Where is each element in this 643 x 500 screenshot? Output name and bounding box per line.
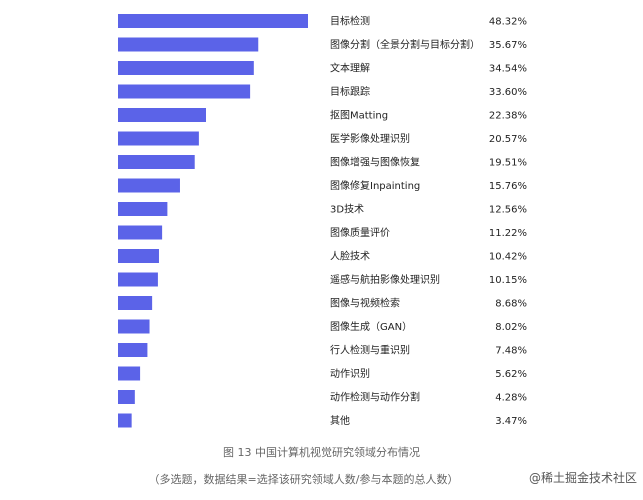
bar-10: [118, 249, 159, 263]
category-label-11: 遥感与航拍影像处理识别: [330, 273, 440, 286]
chart-subtitle: （多选题，数据结果=选择该研究领域人数/参与本题的总人数）: [148, 473, 459, 486]
chart-title: 图 13 中国计算机视觉研究领域分布情况: [223, 446, 420, 459]
bar-5: [118, 131, 199, 146]
bar-9: [118, 225, 163, 240]
category-label-1: 图像分割（全景分割与目标分割）: [330, 38, 480, 51]
category-label-10: 人脸技术: [330, 250, 370, 263]
value-label-14: 7.48%: [495, 346, 527, 357]
category-label-9: 图像质量评价: [330, 227, 390, 239]
value-label-8: 12.56%: [489, 205, 527, 216]
value-label-0: 48.32%: [489, 17, 527, 28]
value-label-12: 8.68%: [495, 299, 527, 310]
watermark-text: @稀土掘金技术社区: [528, 471, 637, 485]
bar-chart: 目标检测 48.32% 图像分割（全景分割与目标分割） 35.67% 文本理解 34.54…: [118, 14, 527, 428]
bar-4: [118, 108, 207, 122]
value-label-16: 4.28%: [495, 393, 527, 404]
value-label-5: 20.57%: [489, 134, 527, 145]
bar-8: [118, 202, 168, 216]
bar-14: [118, 343, 148, 357]
bar-0: [118, 14, 308, 28]
category-label-4: 抠图Matting: [330, 109, 388, 122]
category-label-16: 动作检测与动作分割: [330, 391, 420, 404]
value-label-4: 22.38%: [489, 111, 527, 122]
value-label-7: 15.76%: [489, 181, 527, 192]
bar-12: [118, 296, 153, 310]
value-label-13: 8.02%: [495, 322, 527, 333]
category-label-14: 行人检测与重识别: [330, 344, 410, 357]
category-label-8: 3D技术: [330, 203, 364, 216]
value-label-10: 10.42%: [489, 252, 527, 263]
bar-16: [118, 390, 135, 404]
bar-13: [118, 319, 150, 334]
category-label-12: 图像与视频检索: [330, 297, 400, 310]
value-label-3: 33.60%: [489, 87, 527, 98]
category-label-0: 目标检测: [330, 15, 370, 28]
value-label-11: 10.15%: [489, 275, 527, 286]
bar-17: [118, 413, 132, 428]
category-label-5: 医学影像处理识别: [330, 132, 410, 145]
value-label-6: 19.51%: [489, 158, 527, 169]
category-label-15: 动作识别: [330, 368, 370, 380]
category-label-17: 其他: [330, 414, 350, 427]
category-label-7: 图像修复Inpainting: [330, 179, 420, 192]
bar-11: [118, 272, 158, 287]
bar-2: [118, 61, 254, 75]
category-label-2: 文本理解: [330, 62, 370, 75]
bar-1: [118, 37, 259, 52]
category-label-13: 图像生成（GAN）: [330, 320, 412, 333]
bar-15: [118, 366, 141, 381]
value-label-9: 11.22%: [489, 228, 527, 239]
bar-7: [118, 178, 180, 193]
bar-3: [118, 84, 251, 99]
category-label-3: 目标跟踪: [330, 85, 370, 98]
value-label-15: 5.62%: [495, 369, 527, 380]
category-label-6: 图像增强与图像恢复: [330, 156, 420, 169]
value-label-1: 35.67%: [489, 40, 527, 51]
value-label-2: 34.54%: [489, 64, 527, 75]
value-label-17: 3.47%: [495, 416, 527, 427]
bar-6: [118, 155, 195, 169]
